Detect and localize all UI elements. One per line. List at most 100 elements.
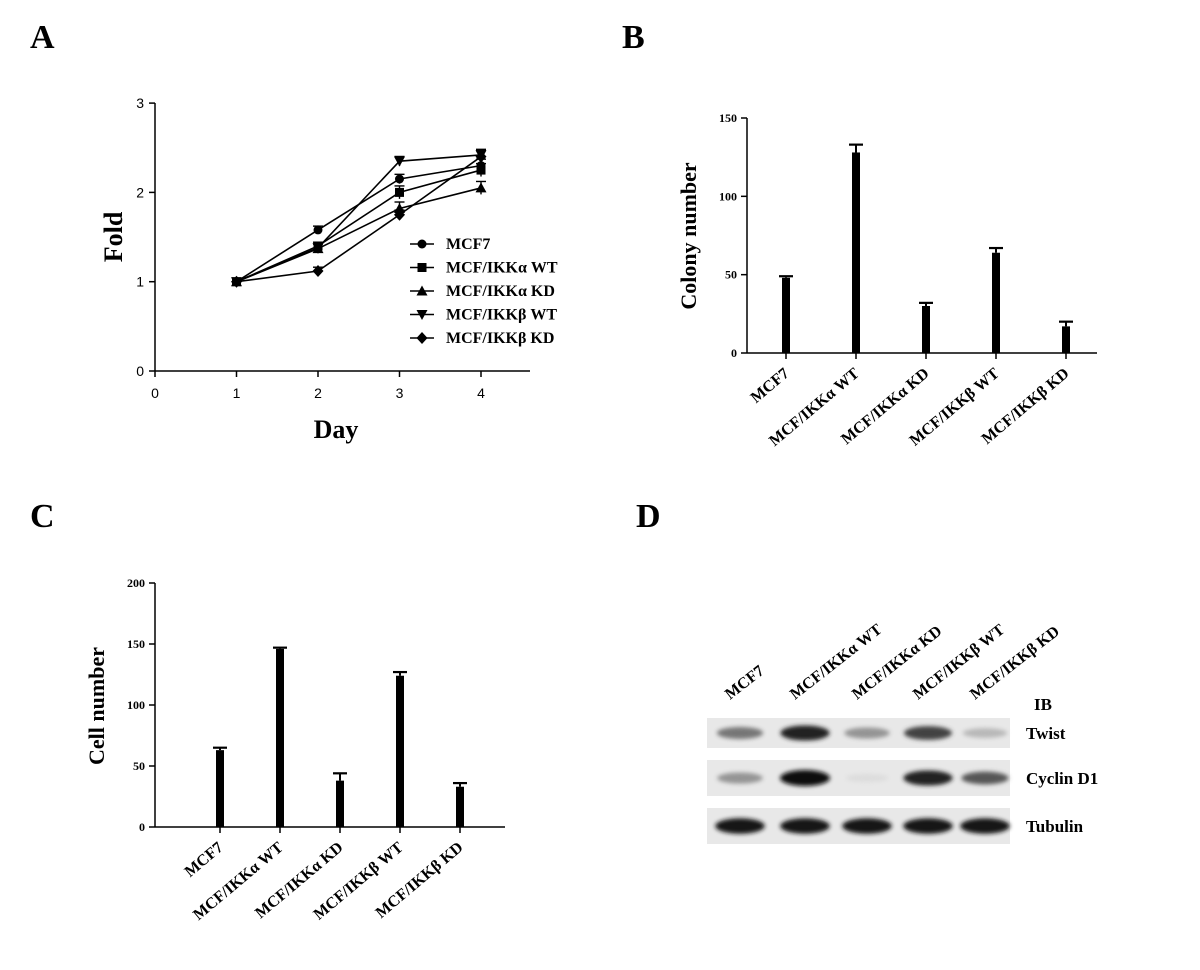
data-point bbox=[394, 156, 405, 167]
blot-band bbox=[715, 818, 765, 834]
bar bbox=[456, 786, 464, 827]
blot-row-label: Tubulin bbox=[1026, 817, 1084, 836]
y-tick-label-c: 100 bbox=[127, 698, 145, 712]
blot-band bbox=[780, 770, 830, 786]
series-mcf-ikkbeta-kd bbox=[231, 149, 487, 288]
series-line bbox=[236, 169, 482, 283]
bar-mcf-ikkalpha-wt: MCF/IKKα WT bbox=[190, 646, 287, 924]
legend-item-mcf7: MCF7 bbox=[410, 236, 490, 253]
blot-band bbox=[960, 818, 1010, 834]
y-tick-label-a: 2 bbox=[136, 184, 144, 200]
blot-band bbox=[845, 774, 889, 782]
blot-band bbox=[844, 727, 890, 739]
x-tick-label-a: 3 bbox=[396, 385, 404, 401]
y-tick-label-a: 3 bbox=[136, 95, 144, 111]
data-point bbox=[475, 182, 487, 193]
legend-label: MCF/IKKα KD bbox=[446, 283, 555, 300]
legend-item-mcf-ikkalpha-kd: MCF/IKKα KD bbox=[410, 283, 555, 300]
x-tick-label-a: 4 bbox=[477, 385, 485, 401]
y-tick-label-b: 100 bbox=[719, 189, 737, 203]
panel-label-a: A bbox=[30, 19, 55, 56]
blot-row-label: Twist bbox=[1026, 724, 1066, 743]
y-tick-label-b: 50 bbox=[725, 268, 737, 282]
bar bbox=[992, 252, 1000, 353]
blot-band bbox=[842, 818, 892, 834]
blot-band bbox=[780, 725, 830, 741]
y-tick-label-c: 150 bbox=[127, 637, 145, 651]
data-point bbox=[476, 165, 486, 175]
data-point bbox=[312, 243, 324, 254]
blot-band bbox=[962, 728, 1008, 738]
blot-row-tubulin: Tubulin bbox=[707, 808, 1084, 844]
legend-marker bbox=[417, 263, 427, 272]
legend-item-mcf-ikkalpha-wt: MCF/IKKα WT bbox=[410, 260, 558, 277]
series-line bbox=[236, 187, 482, 283]
legend-label: MCF7 bbox=[446, 236, 490, 253]
ticks-c: 0 50 100 150 200 bbox=[127, 576, 155, 834]
legend-label: MCF/IKKβ WT bbox=[446, 307, 557, 324]
legend-label: MCF/IKKα WT bbox=[446, 260, 558, 277]
y-axis-title-c: Cell number bbox=[84, 647, 109, 765]
data-point bbox=[231, 275, 242, 288]
data-point bbox=[395, 174, 404, 184]
category-label: MCF7 bbox=[182, 839, 227, 881]
panel-label-c: C bbox=[30, 498, 55, 535]
bar bbox=[782, 277, 790, 353]
blot-band bbox=[903, 818, 953, 834]
line-chart-a: 0 1 2 3 4 0 1 2 3 Day Fold MCF7 MCF/IKKα WT MCF/IK… bbox=[99, 95, 558, 444]
bar-mcf7: MCF7 bbox=[182, 746, 227, 881]
category-label: MCF7 bbox=[748, 365, 793, 407]
blot-band bbox=[961, 771, 1009, 785]
legend-marker bbox=[416, 285, 428, 296]
blot-rows: Twist Cyclin D1 Tubulin bbox=[707, 718, 1098, 844]
blot-band bbox=[904, 726, 952, 740]
bar bbox=[852, 152, 860, 353]
series-group-a bbox=[231, 148, 487, 288]
bar-mcf-ikkalpha-wt: MCF/IKKα WT bbox=[766, 143, 863, 450]
blot-band bbox=[716, 727, 764, 739]
series-line bbox=[236, 154, 482, 283]
legend-marker bbox=[416, 310, 428, 320]
blot-row-cyclin-d1: Cyclin D1 bbox=[707, 760, 1098, 796]
bar bbox=[276, 648, 284, 827]
data-point bbox=[394, 208, 405, 221]
y-tick-label-a: 1 bbox=[136, 274, 144, 290]
legend-label: MCF/IKKβ KD bbox=[446, 330, 554, 347]
blot-row-label: Cyclin D1 bbox=[1026, 769, 1098, 788]
y-tick-label-c: 0 bbox=[139, 820, 145, 834]
blot-lane-label-mcf7: MCF7 bbox=[722, 662, 767, 703]
ticks-a: 0 1 2 3 4 0 1 2 3 bbox=[136, 95, 485, 401]
bar-mcf-ikkbeta-wt: MCF/IKKβ WT bbox=[311, 670, 407, 923]
x-tick-label-a: 2 bbox=[314, 385, 322, 401]
y-axis-title-b: Colony number bbox=[676, 162, 701, 310]
legend-item-mcf-ikkbeta-wt: MCF/IKKβ WT bbox=[410, 307, 557, 324]
x-tick-label-a: 1 bbox=[233, 385, 241, 401]
bar-mcf-ikkbeta-wt: MCF/IKKβ WT bbox=[907, 246, 1003, 449]
blot-band bbox=[717, 772, 763, 784]
blot-row-twist: Twist bbox=[707, 718, 1066, 748]
blot-band bbox=[903, 770, 953, 786]
y-tick-label-b: 0 bbox=[731, 346, 737, 360]
bar bbox=[922, 306, 930, 353]
bar bbox=[1062, 326, 1070, 353]
y-tick-label-c: 50 bbox=[133, 759, 145, 773]
blot-band bbox=[780, 818, 830, 834]
panel-label-b: B bbox=[622, 19, 645, 56]
blot-ib-label: IB bbox=[1034, 695, 1052, 714]
ticks-b: 0 50 100 150 bbox=[719, 111, 747, 360]
y-tick-label-b: 150 bbox=[719, 111, 737, 125]
panel-label-d: D bbox=[636, 498, 661, 535]
bar bbox=[396, 675, 404, 827]
data-point bbox=[475, 150, 487, 163]
data-point bbox=[395, 187, 404, 197]
y-axis-title-a: Fold bbox=[99, 211, 128, 262]
legend-item-mcf-ikkbeta-kd: MCF/IKKβ KD bbox=[410, 330, 554, 347]
x-axis-title-a: Day bbox=[314, 415, 359, 444]
bar-mcf7: MCF7 bbox=[748, 275, 793, 407]
